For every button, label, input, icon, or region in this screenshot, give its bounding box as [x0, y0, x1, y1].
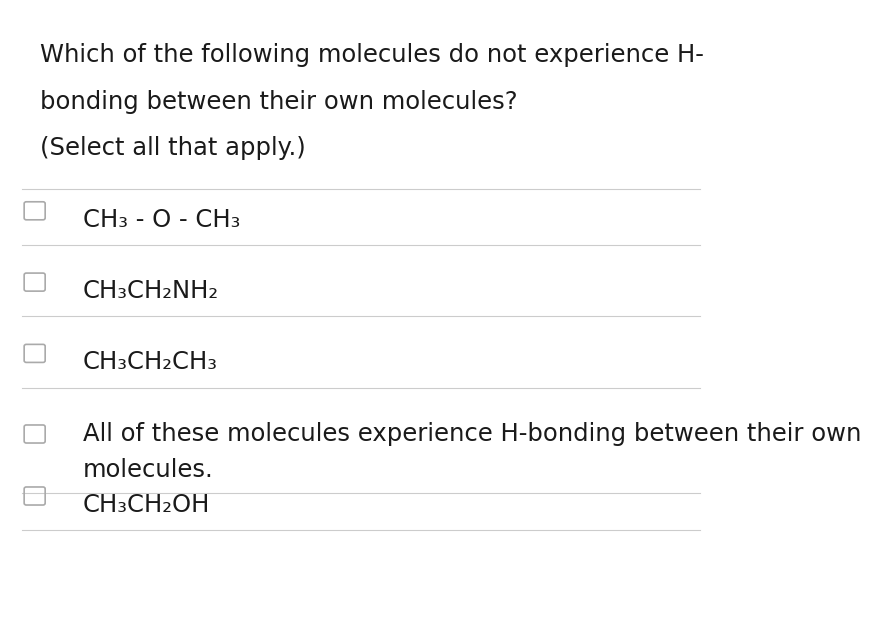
Text: molecules.: molecules.: [83, 458, 214, 482]
Text: bonding between their own molecules?: bonding between their own molecules?: [40, 90, 517, 114]
Text: Which of the following molecules do not experience H-: Which of the following molecules do not …: [40, 43, 704, 68]
Text: CH₃CH₂NH₂: CH₃CH₂NH₂: [83, 279, 219, 303]
Text: CH₃CH₂CH₃: CH₃CH₂CH₃: [83, 350, 218, 374]
Text: CH₃CH₂OH: CH₃CH₂OH: [83, 493, 210, 517]
Text: All of these molecules experience H-bonding between their own: All of these molecules experience H-bond…: [83, 422, 862, 446]
Text: CH₃ - O - CH₃: CH₃ - O - CH₃: [83, 208, 240, 232]
Text: (Select all that apply.): (Select all that apply.): [40, 136, 305, 161]
